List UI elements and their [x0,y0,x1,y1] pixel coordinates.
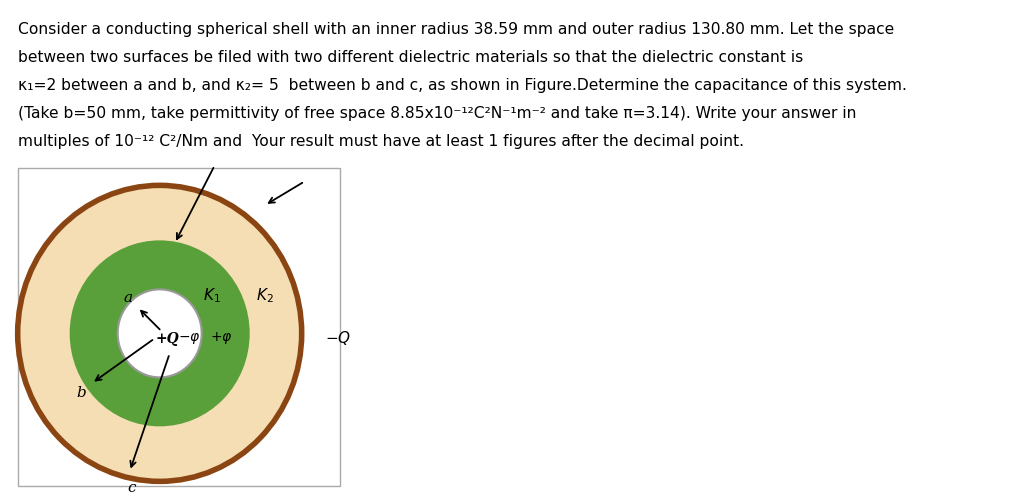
Text: $K_1$: $K_1$ [203,286,220,304]
Text: Consider a conducting spherical shell with an inner radius 38.59 mm and outer ra: Consider a conducting spherical shell wi… [18,22,894,37]
Text: multiples of 10⁻¹² C²/Nm and  Your result must have at least 1 figures after the: multiples of 10⁻¹² C²/Nm and Your result… [18,134,744,149]
Text: (Take b=50 mm, take permittivity of free space 8.85x10⁻¹²C²N⁻¹m⁻² and take π=3.1: (Take b=50 mm, take permittivity of free… [18,106,856,121]
Text: a: a [123,292,132,306]
Bar [18,168,340,486]
Text: c: c [127,482,136,496]
Text: $-Q$: $-Q$ [325,330,351,347]
Text: $+\varphi$: $+\varphi$ [210,330,233,346]
Ellipse shape [118,290,202,378]
Text: +Q: +Q [156,332,179,346]
Text: $-\varphi$: $-\varphi$ [178,331,201,346]
Text: $K_2$: $K_2$ [256,286,273,304]
Ellipse shape [70,240,250,426]
Ellipse shape [17,186,302,482]
Text: between two surfaces be filed with two different dielectric materials so that th: between two surfaces be filed with two d… [18,50,803,65]
Text: b: b [77,386,87,400]
Text: κ₁=2 between a and b, and κ₂= 5  between b and c, as shown in Figure.Determine t: κ₁=2 between a and b, and κ₂= 5 between … [18,78,907,93]
